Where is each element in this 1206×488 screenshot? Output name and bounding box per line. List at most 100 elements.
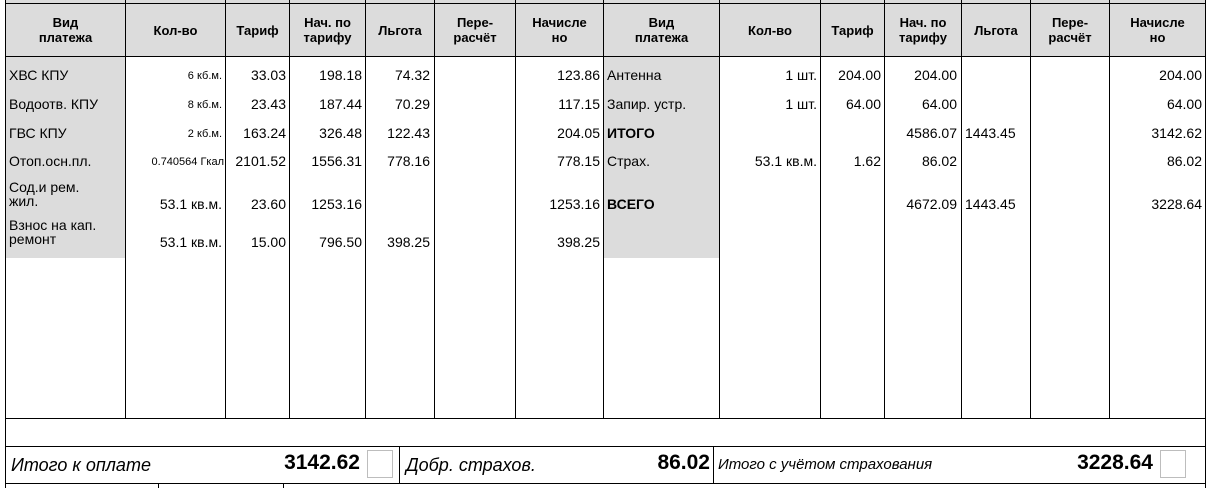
left-row-quantity: 0.740564 Гкал [151, 156, 224, 168]
right-row-name: ИТОГО [607, 125, 655, 141]
right-row-accrued: 204.00 [1159, 67, 1202, 83]
right-row-benefit: 1443.45 [965, 196, 1016, 212]
right-row-name: ВСЕГО [607, 196, 655, 212]
header-background [6, 0, 1205, 56]
left-row-tariff: 163.24 [243, 125, 286, 141]
header-benefit: Льгота [974, 22, 1018, 38]
table-divider [5, 418, 1206, 419]
column-divider [820, 0, 821, 418]
left-row-benefit: 122.43 [387, 125, 430, 141]
left-row-accrued: 1253.16 [549, 196, 600, 212]
right-row-accrued: 3228.64 [1151, 196, 1202, 212]
left-row-accrued-tariff: 326.48 [319, 125, 362, 141]
left-row-accrued-tariff: 198.18 [319, 67, 362, 83]
footer-divider [399, 446, 400, 483]
left-name-column-background [6, 56, 126, 258]
left-row-accrued: 123.86 [557, 67, 600, 83]
column-divider [884, 0, 885, 418]
column-divider [515, 0, 516, 418]
right-row-accrued: 86.02 [1166, 153, 1202, 169]
right-row-accrued-tariff: 86.02 [921, 153, 957, 169]
left-row-quantity: 53.1 кв.м. [159, 234, 222, 250]
left-row-accrued: 398.25 [557, 234, 600, 250]
right-row-quantity: 1 шт. [785, 96, 817, 112]
footer-divider [158, 483, 159, 488]
header-recalculation: Пере- расчёт [453, 15, 497, 45]
left-row-tariff: 2101.52 [235, 153, 286, 169]
column-divider [125, 0, 126, 418]
header-tariff: Тариф [831, 22, 874, 38]
right-row-tariff: 204.00 [838, 67, 881, 83]
table-divider [5, 446, 1206, 447]
left-row-accrued-tariff: 187.44 [319, 96, 362, 112]
left-row-quantity: 8 кб.м. [187, 99, 222, 111]
total-to-pay-value: 3142.62 [284, 451, 360, 474]
left-row-accrued: 778.15 [557, 153, 600, 169]
header-quantity: Кол-во [153, 22, 198, 38]
left-row-tariff: 33.03 [250, 67, 286, 83]
left-row-benefit: 398.25 [387, 234, 430, 250]
right-row-name: Страх. [607, 153, 650, 169]
grand-total-checkbox[interactable] [1160, 450, 1186, 478]
left-row-quantity: 53.1 кв.м. [159, 196, 222, 212]
right-row-accrued-tariff: 4586.07 [906, 125, 957, 141]
table-border [5, 0, 6, 488]
right-row-accrued-tariff: 204.00 [914, 67, 957, 83]
right-row-benefit: 1443.45 [965, 125, 1016, 141]
left-row-name: Водоотв. КПУ [9, 96, 98, 112]
header-payment-type: Вид платежа [634, 15, 689, 45]
left-row-accrued: 204.05 [557, 125, 600, 141]
left-row-quantity: 6 кб.м. [187, 70, 222, 82]
header-accrued: Начисле но [1130, 15, 1185, 45]
table-divider [5, 483, 1206, 484]
header-divider [5, 56, 1206, 57]
right-row-quantity: 53.1 кв.м. [754, 153, 817, 169]
left-row-name: ХВС КПУ [9, 67, 69, 83]
header-accrued-by-tariff: Нач. по тарифу [303, 15, 352, 45]
table-border [5, 3, 1206, 4]
header-recalculation: Пере- расчёт [1048, 15, 1092, 45]
right-row-tariff: 1.62 [853, 153, 881, 169]
column-divider [365, 0, 366, 418]
column-divider [434, 0, 435, 418]
right-row-accrued-tariff: 64.00 [921, 96, 957, 112]
left-row-accrued-tariff: 1556.31 [311, 153, 362, 169]
left-row-tariff: 23.43 [250, 96, 286, 112]
grand-total-value: 3228.64 [1077, 451, 1153, 474]
right-row-accrued: 64.00 [1166, 96, 1202, 112]
right-row-name: Антенна [607, 67, 662, 83]
right-name-column-background [604, 56, 719, 258]
left-row-accrued: 117.15 [558, 96, 600, 112]
left-row-name: Отоп.осн.пл. [9, 153, 92, 169]
left-row-accrued-tariff: 1253.16 [311, 196, 362, 212]
left-row-benefit: 74.32 [394, 67, 430, 83]
left-row-accrued-tariff: 796.50 [319, 234, 362, 250]
insurance-label: Добр. страхов. [406, 455, 536, 475]
right-row-quantity: 1 шт. [785, 67, 817, 83]
header-quantity: Кол-во [748, 22, 792, 38]
total-to-pay-checkbox[interactable] [367, 450, 393, 478]
column-divider [289, 0, 290, 418]
grand-total-label: Итого с учётом страхования [718, 456, 933, 473]
left-row-benefit: 778.16 [387, 153, 430, 169]
left-row-name: ГВС КПУ [9, 125, 67, 141]
column-divider [719, 0, 720, 418]
left-row-benefit: 70.29 [394, 96, 430, 112]
left-row-name: Взнос на кап. ремонт [9, 217, 97, 247]
footer-divider [713, 446, 714, 483]
column-divider [603, 0, 604, 418]
column-divider [225, 0, 226, 418]
insurance-value: 86.02 [657, 451, 710, 474]
header-accrued-by-tariff: Нач. по тарифу [899, 15, 947, 45]
right-row-accrued: 3142.62 [1151, 125, 1202, 141]
right-row-tariff: 64.00 [845, 96, 881, 112]
right-row-name: Запир. устр. [607, 96, 687, 112]
left-row-tariff: 23.60 [250, 196, 286, 212]
column-divider [961, 0, 962, 418]
header-tariff: Тариф [236, 22, 279, 38]
header-payment-type: Вид платежа [38, 15, 93, 45]
left-row-tariff: 15.00 [250, 234, 286, 250]
header-benefit: Льгота [378, 22, 422, 38]
left-row-name: Сод.и рем. жил. [9, 179, 80, 209]
